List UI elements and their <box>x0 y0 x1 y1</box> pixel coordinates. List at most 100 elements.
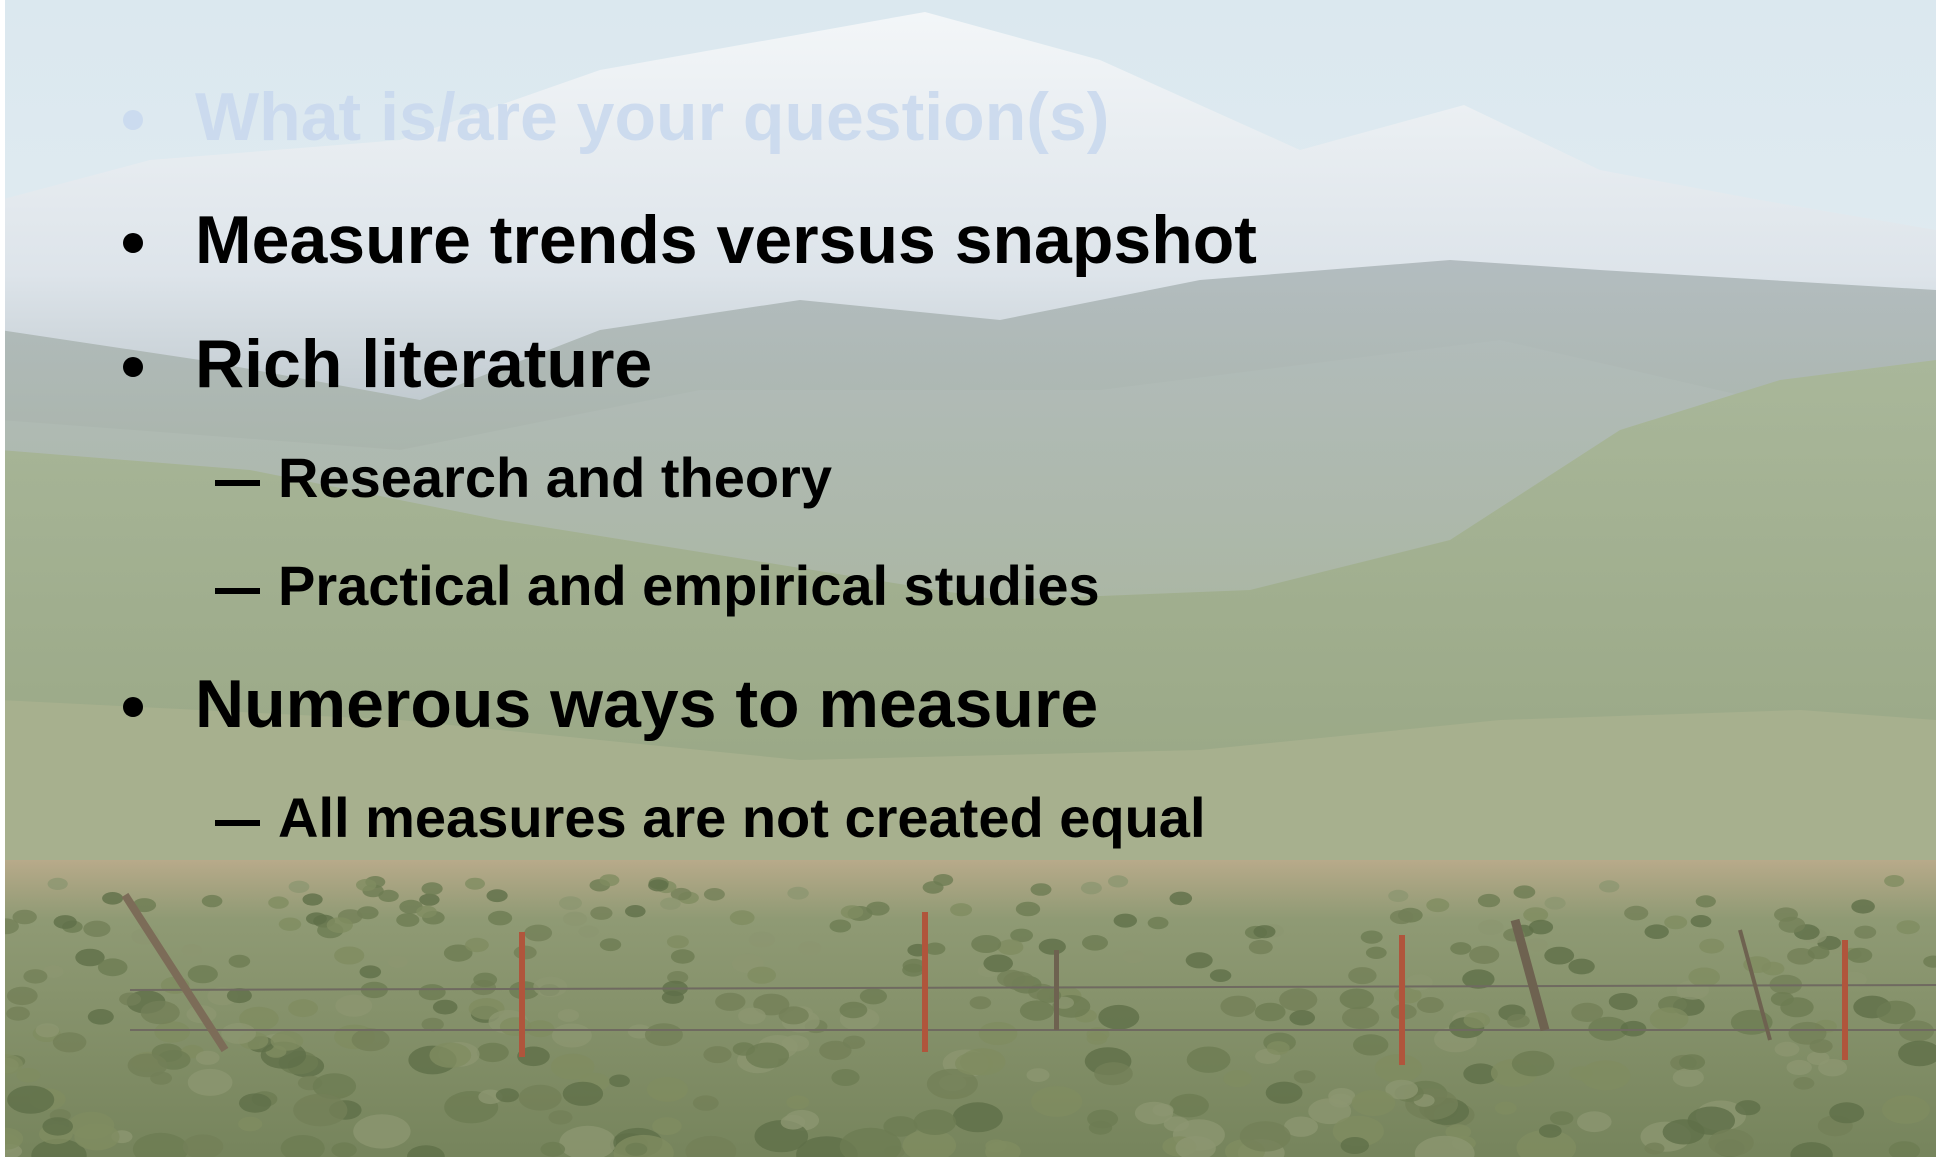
shrub <box>1220 996 1256 1017</box>
shrub <box>1569 1066 1592 1080</box>
shrub <box>1366 947 1387 959</box>
shrub <box>102 892 123 905</box>
shrub <box>473 973 497 987</box>
shrub <box>1098 1005 1139 1030</box>
shrub <box>335 995 372 1017</box>
shrub <box>1650 1007 1689 1030</box>
shrub <box>1699 939 1724 954</box>
shrub <box>1094 1062 1133 1085</box>
shrub <box>955 1052 993 1075</box>
shrub <box>1775 1042 1800 1057</box>
shrub <box>1081 882 1102 895</box>
shrub <box>1673 1068 1704 1087</box>
shrub <box>500 1017 531 1036</box>
shrub <box>693 1095 719 1110</box>
post <box>922 912 928 1052</box>
shrub <box>1708 1129 1753 1156</box>
shrub <box>1375 1054 1422 1082</box>
shrub <box>798 941 821 955</box>
sub-bullet-dash <box>215 588 260 594</box>
shrub <box>271 1031 304 1051</box>
shrub <box>98 958 128 976</box>
shrub <box>331 1142 356 1157</box>
shrub <box>188 965 218 983</box>
shrub <box>558 1009 579 1022</box>
shrub <box>831 1069 859 1086</box>
shrub <box>715 993 745 1011</box>
shrub <box>1526 938 1548 951</box>
shrub <box>1187 1047 1231 1073</box>
shrub <box>352 1028 390 1051</box>
shrub <box>1539 1124 1562 1138</box>
shrub <box>1123 950 1145 963</box>
shrub <box>1087 1110 1118 1129</box>
shrub <box>1571 1003 1603 1022</box>
shrub <box>396 913 419 927</box>
shrub <box>36 1023 60 1037</box>
shrub <box>279 918 301 931</box>
shrub <box>238 1117 262 1132</box>
shrub <box>202 895 223 907</box>
shrub <box>42 1117 73 1135</box>
shrub <box>1897 920 1920 934</box>
shrub <box>1341 1137 1369 1154</box>
shrub <box>229 955 251 968</box>
left-edge <box>0 0 5 1157</box>
shrub <box>1223 1070 1251 1087</box>
shrub <box>188 1069 233 1096</box>
shrub <box>1688 968 1720 987</box>
shrub <box>902 964 924 977</box>
page: What is/are your question(s) Measure tre… <box>0 0 1936 1157</box>
bullet-dot <box>123 697 143 717</box>
shrub <box>360 965 382 978</box>
bullet-dot <box>123 357 143 377</box>
shrub <box>1523 907 1548 922</box>
shrub <box>1406 974 1433 990</box>
shrub <box>1478 920 1504 935</box>
shrub <box>1851 899 1875 913</box>
shrub <box>1267 1041 1290 1055</box>
shrub <box>866 902 889 916</box>
shrub <box>840 1002 868 1019</box>
shrub <box>1884 875 1904 887</box>
shrub <box>830 920 852 933</box>
shrub <box>289 881 310 893</box>
shrub <box>74 1123 119 1150</box>
shrub <box>781 1115 806 1130</box>
shrub <box>1464 1012 1491 1028</box>
shrub <box>1818 1059 1847 1076</box>
shrub <box>787 887 808 900</box>
shrub <box>1135 1102 1173 1125</box>
shrub <box>416 906 437 918</box>
shrub <box>7 987 38 1005</box>
shrub <box>1829 1102 1864 1123</box>
shrub <box>541 1142 566 1157</box>
shrub <box>1620 1021 1646 1037</box>
shrub <box>1696 895 1716 907</box>
shrub <box>465 938 489 952</box>
shrub <box>353 1114 410 1148</box>
shrub <box>388 956 408 968</box>
shrub <box>1876 1001 1915 1025</box>
shrub <box>1512 1051 1555 1077</box>
shrub <box>1039 939 1066 955</box>
shrub <box>970 996 992 1009</box>
shrub <box>983 955 1013 973</box>
shrub <box>1624 906 1648 921</box>
shrub <box>1854 926 1876 939</box>
shrub <box>1255 1003 1286 1022</box>
shrub <box>1495 1102 1517 1115</box>
bullet-text: Numerous ways to measure <box>195 666 1098 742</box>
shrub <box>88 1009 114 1025</box>
shrub <box>563 1082 603 1106</box>
shrub <box>609 1075 630 1088</box>
bullet-dot <box>123 110 143 130</box>
shrub <box>579 926 599 938</box>
shrub <box>1507 1014 1530 1028</box>
shrub <box>1020 1000 1054 1020</box>
shrub <box>141 1001 180 1025</box>
shrub <box>997 939 1023 955</box>
shrub <box>519 1085 562 1111</box>
shrub <box>477 1043 509 1062</box>
shrub <box>7 1086 54 1114</box>
